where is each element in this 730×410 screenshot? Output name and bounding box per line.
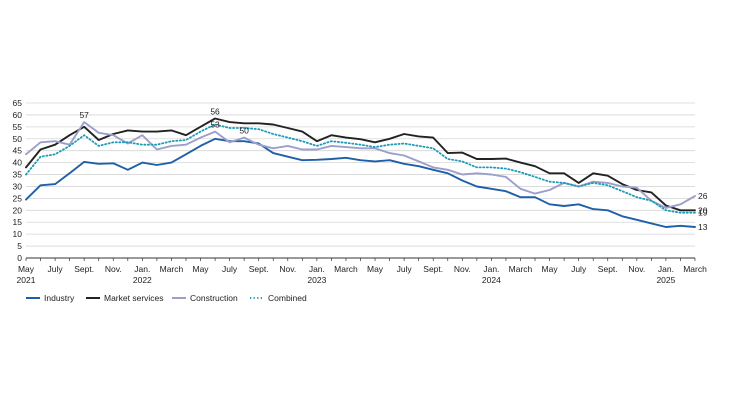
x-tick-year-label: 2023 [307, 275, 326, 285]
x-tick-label: May [367, 264, 384, 274]
y-tick-label: 0 [17, 253, 22, 263]
x-tick-label: Nov. [279, 264, 296, 274]
x-tick-label: July [222, 264, 238, 274]
y-tick-label: 5 [17, 241, 22, 251]
y-tick-label: 25 [13, 193, 23, 203]
y-tick-label: 30 [13, 181, 23, 191]
x-tick-label: May [542, 264, 559, 274]
legend-label: Combined [268, 293, 307, 303]
series-line-construction [25, 121, 696, 209]
x-tick-label: Jan. [309, 264, 325, 274]
series-line-combined [25, 123, 696, 214]
x-tick-label: May [18, 264, 35, 274]
y-tick-label: 50 [13, 134, 23, 144]
x-tick-label: Sept. [74, 264, 94, 274]
series-lines [25, 117, 696, 228]
data-label: 13 [698, 222, 708, 232]
data-label: 56 [210, 107, 220, 117]
x-tick-label: March [334, 264, 358, 274]
legend-label: Industry [44, 293, 75, 303]
data-label: 20 [698, 205, 708, 215]
y-tick-label: 45 [13, 146, 23, 156]
x-tick-label: March [160, 264, 184, 274]
x-tick-label: July [48, 264, 64, 274]
x-tick-label: Nov. [628, 264, 645, 274]
y-tick-label: 65 [13, 98, 23, 108]
y-tick-label: 20 [13, 205, 23, 215]
legend: Industry Market services Construction Combi… [26, 293, 307, 303]
x-tick-label: July [571, 264, 587, 274]
x-tick-label: Nov. [454, 264, 471, 274]
y-tick-label: 40 [13, 158, 23, 168]
x-tick-label: March [683, 264, 707, 274]
x-tick-year-label: 2025 [656, 275, 675, 285]
x-tick-label: Sept. [598, 264, 618, 274]
x-tick-label: Sept. [423, 264, 443, 274]
y-tick-label: 60 [13, 110, 23, 120]
series-line-industry [25, 137, 696, 228]
data-label: 57 [79, 110, 89, 120]
data-label: 50 [239, 126, 249, 136]
x-tick-label: March [509, 264, 533, 274]
x-tick-label: Jan. [483, 264, 499, 274]
x-tick-label: Sept. [249, 264, 269, 274]
y-tick-label: 35 [13, 170, 23, 180]
gridlines [26, 102, 695, 247]
x-tick-year-label: 2021 [17, 275, 36, 285]
x-tick-label: Jan. [134, 264, 150, 274]
x-tick-year-label: 2024 [482, 275, 501, 285]
series-line-market-services [25, 117, 696, 212]
legend-label: Market services [104, 293, 164, 303]
data-label: 19 [698, 208, 708, 218]
data-label: 26 [698, 191, 708, 201]
x-tick-label: Nov. [105, 264, 122, 274]
x-tick-label: July [397, 264, 413, 274]
y-tick-label: 55 [13, 122, 23, 132]
y-tick-label: 15 [13, 217, 23, 227]
y-tick-label: 10 [13, 229, 23, 239]
legend-label: Construction [190, 293, 238, 303]
x-tick-year-label: 2022 [133, 275, 152, 285]
x-tick-label: Jan. [658, 264, 674, 274]
x-tick-label: May [192, 264, 209, 274]
data-label: 53 [210, 120, 220, 130]
